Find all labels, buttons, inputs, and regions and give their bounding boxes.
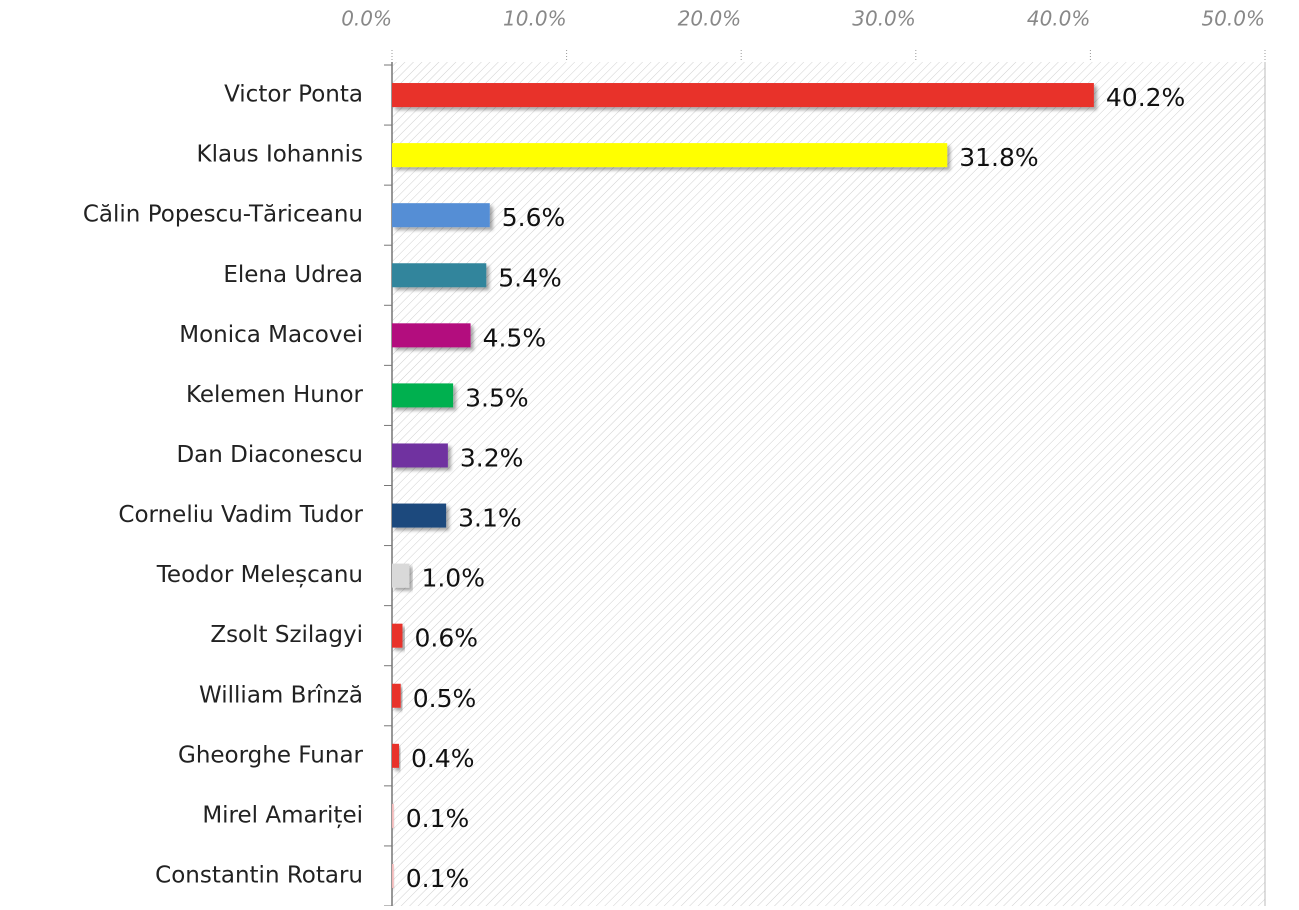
- value-label: 31.8%: [959, 143, 1038, 172]
- bar: [392, 203, 490, 228]
- bar: [392, 743, 399, 768]
- value-label: 40.2%: [1106, 83, 1185, 112]
- bar: [392, 623, 403, 648]
- x-tick-label: 10.0%: [503, 7, 567, 31]
- category-label: Gheorghe Funar: [178, 742, 364, 768]
- category-label: Dan Diaconescu: [176, 442, 363, 468]
- x-tick-label: 30.0%: [852, 7, 916, 31]
- bar: [392, 863, 394, 888]
- category-label: William Brînză: [199, 682, 363, 708]
- category-label: Klaus Iohannis: [197, 142, 364, 168]
- bar: [392, 83, 1094, 108]
- category-label: Călin Popescu-Tăriceanu: [83, 202, 363, 228]
- bar: [392, 383, 454, 408]
- bar: [392, 683, 401, 708]
- bar: [392, 443, 448, 468]
- x-tick-label: 20.0%: [678, 7, 742, 31]
- x-tick-label: 40.0%: [1027, 7, 1091, 31]
- category-label: Monica Macovei: [179, 322, 363, 348]
- value-label: 5.4%: [498, 263, 562, 292]
- bar: [392, 503, 447, 528]
- bar: [392, 323, 471, 348]
- value-label: 3.1%: [458, 504, 522, 533]
- bar: [392, 263, 487, 288]
- bar: [392, 563, 410, 588]
- value-label: 0.1%: [406, 804, 470, 833]
- plot-background: [392, 62, 1265, 906]
- value-label: 4.5%: [483, 323, 547, 352]
- value-label: 3.5%: [465, 383, 529, 412]
- category-label: Kelemen Hunor: [186, 382, 364, 408]
- category-label: Teodor Meleșcanu: [156, 562, 363, 588]
- category-label: Victor Ponta: [224, 82, 363, 108]
- bar: [392, 143, 948, 168]
- bar: [392, 803, 394, 828]
- value-label: 5.6%: [502, 203, 566, 232]
- value-label: 0.6%: [414, 624, 478, 653]
- value-label: 1.0%: [421, 564, 485, 593]
- category-label: Constantin Rotaru: [155, 862, 363, 888]
- category-label: Mirel Amariței: [202, 802, 363, 828]
- value-label: 0.5%: [413, 684, 477, 713]
- category-label: Zsolt Szilagyi: [210, 622, 363, 648]
- x-tick-label: 50.0%: [1201, 7, 1265, 31]
- category-label: Elena Udrea: [223, 262, 363, 288]
- value-label: 0.4%: [411, 744, 475, 773]
- category-label: Corneliu Vadim Tudor: [118, 502, 363, 528]
- value-label: 0.1%: [406, 864, 470, 893]
- x-tick-label: 0.0%: [341, 7, 392, 31]
- value-label: 3.2%: [460, 443, 524, 472]
